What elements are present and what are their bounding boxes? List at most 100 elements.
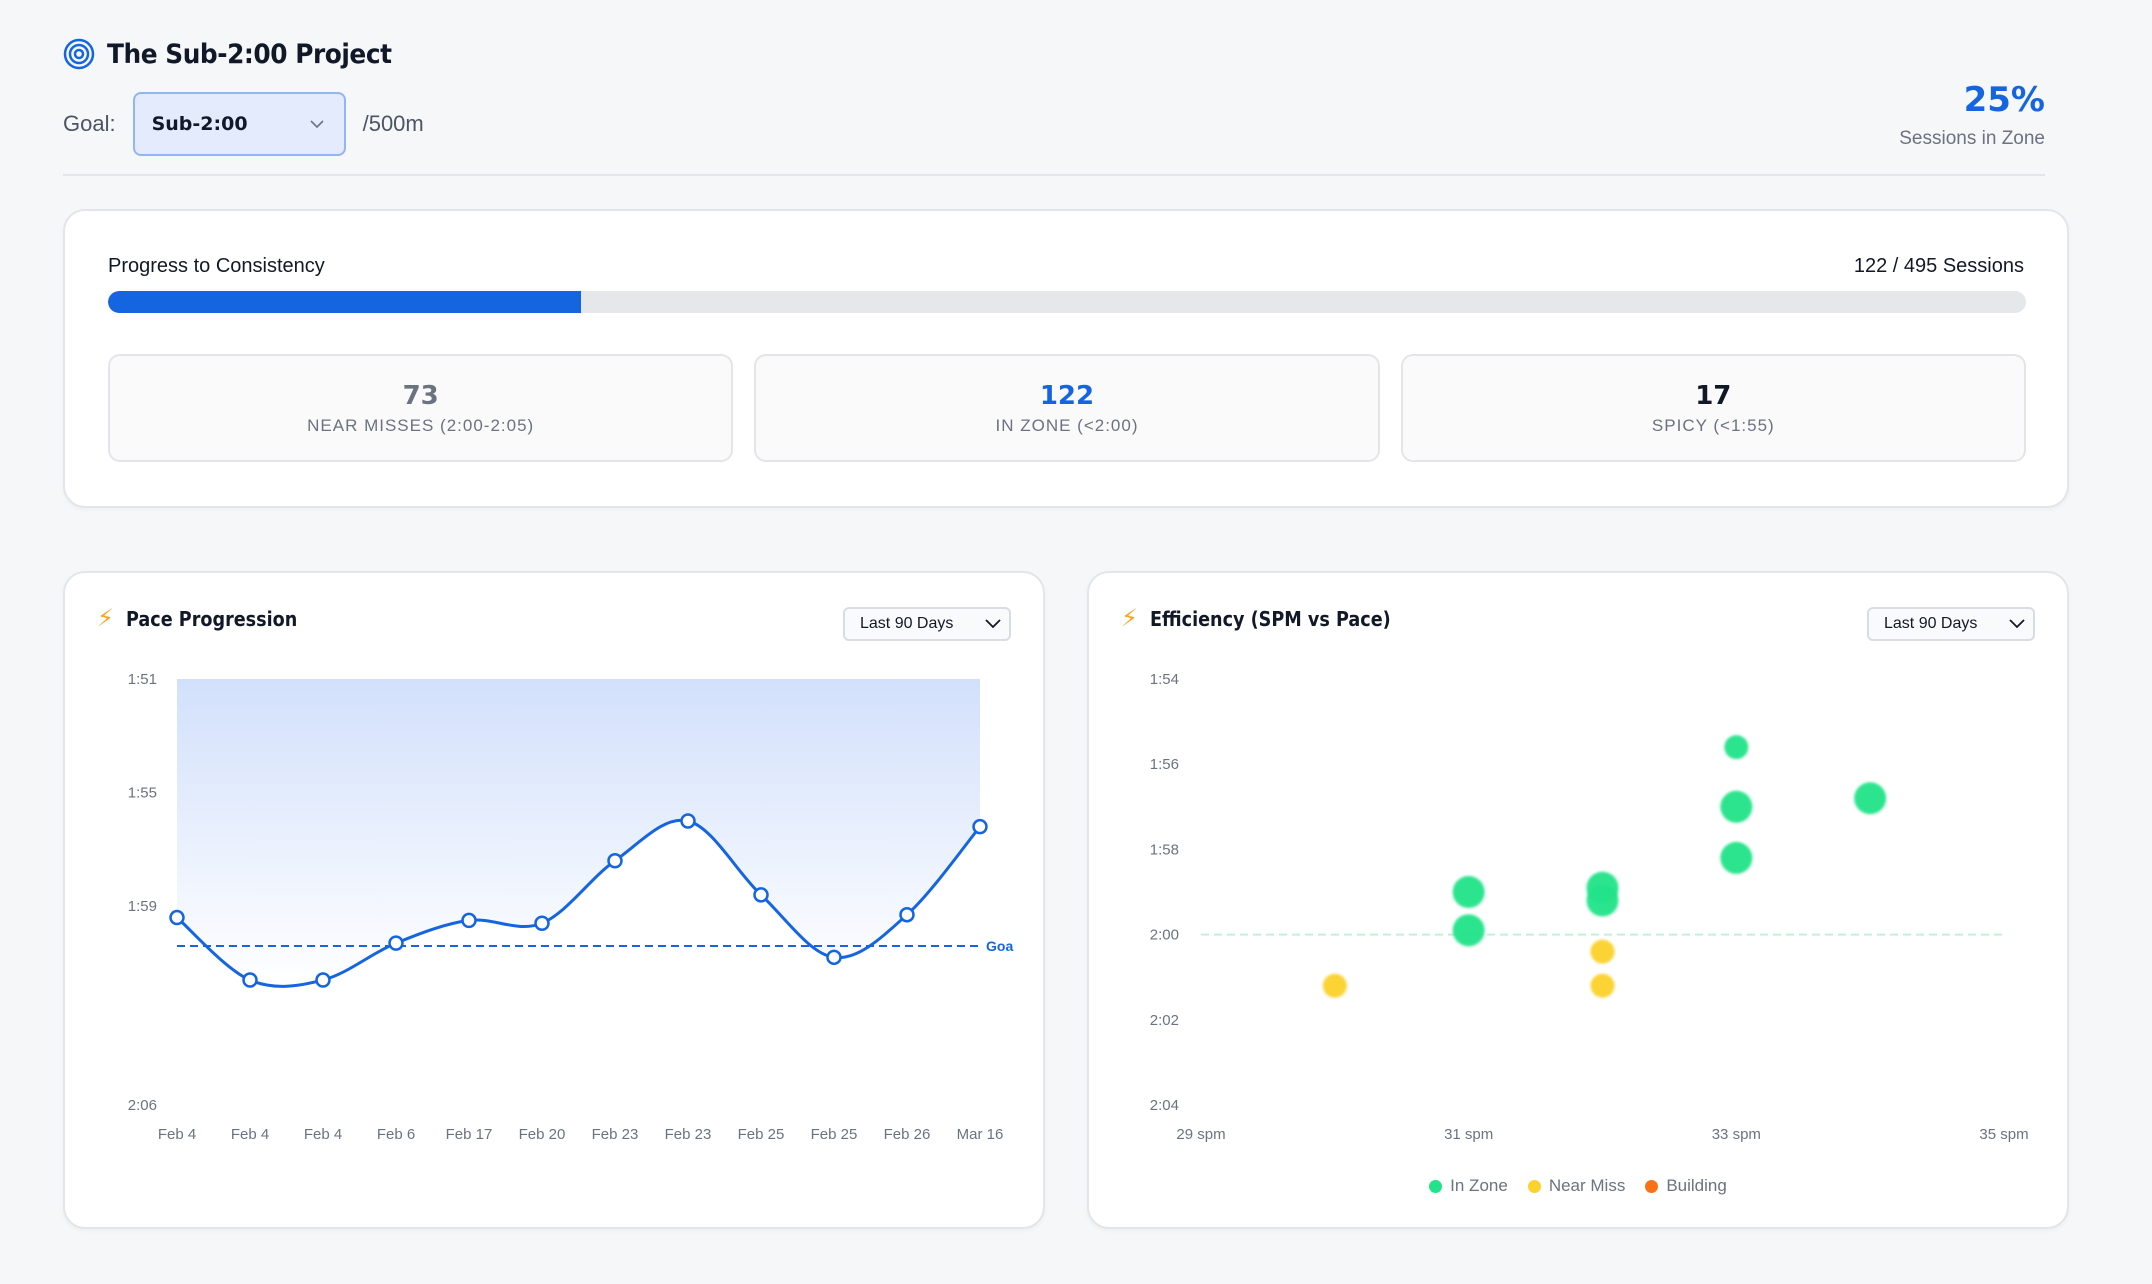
stats-row: 73 NEAR MISSES (2:00-2:05) 122 IN ZONE (…: [108, 354, 2026, 462]
goal-unit: /500m: [362, 111, 424, 136]
progress-title: Progress to Consistency: [108, 255, 325, 277]
scatter-point: [1590, 973, 1615, 998]
pace-point: [680, 813, 696, 829]
legend-label: In Zone: [1450, 1176, 1508, 1195]
pace-chart-header: ⚡ Pace Progression: [97, 605, 321, 632]
stat-label: NEAR MISSES (2:00-2:05): [307, 416, 535, 435]
scatter-point: [1452, 876, 1485, 908]
pace-point: [388, 935, 404, 951]
stat-near-misses: 73 NEAR MISSES (2:00-2:05): [108, 354, 734, 462]
efficiency-chart-header: ⚡ Efficiency (SPM vs Pace): [1121, 605, 1423, 632]
goal-select[interactable]: Sub-2:00: [132, 92, 346, 156]
x-tick-label: 33 spm: [1712, 1126, 1761, 1143]
stat-label: IN ZONE (<2:00): [995, 416, 1139, 435]
chevron-down-icon: [310, 119, 324, 128]
efficiency-range-select[interactable]: Last 90 Days: [1867, 607, 2035, 641]
x-tick-label: Feb 4: [304, 1126, 342, 1143]
y-tick-label: 2:02: [1150, 1012, 1179, 1029]
x-tick-label: Feb 17: [446, 1126, 493, 1143]
target-icon: [63, 38, 95, 70]
scatter-point: [1720, 841, 1753, 874]
pace-chart-title: Pace Progression: [125, 607, 298, 631]
page-header: The Sub-2:00 Project Goal: Sub-2:00 /500…: [63, 38, 2045, 176]
scatter-point: [1724, 735, 1749, 760]
x-tick-label: Mar 16: [957, 1126, 1004, 1143]
legend-item-in-zone: In Zone: [1429, 1176, 1508, 1196]
stat-label: SPICY (<1:55): [1651, 416, 1775, 435]
stat-value: 17: [1695, 381, 1732, 411]
efficiency-chart: 1:54 1:56 1:58 2:00 2:02 2:04 29 spm 31 spm 33 s…: [1150, 671, 2029, 1143]
scatter-point: [1322, 973, 1347, 998]
progress-count: 122 / 495 Sessions: [1853, 255, 2024, 277]
stat-in-zone: 122 IN ZONE (<2:00): [754, 354, 1380, 462]
title-row: The Sub-2:00 Project: [63, 38, 416, 70]
pace-point: [899, 906, 915, 923]
scatter-point: [1854, 782, 1887, 815]
x-tick-label: Feb 25: [738, 1126, 785, 1143]
pace-range-value: Last 90 Days: [860, 615, 954, 632]
efficiency-chart-title: Efficiency (SPM vs Pace): [1149, 607, 1391, 631]
page-title: The Sub-2:00 Project: [107, 38, 392, 70]
goal-row: Goal: Sub-2:00 /500m: [63, 92, 424, 156]
pace-point: [315, 972, 331, 988]
scatter-point: [1586, 884, 1619, 917]
lightning-icon: ⚡: [1121, 605, 1138, 632]
goal-line-label: Goa: [986, 938, 1013, 954]
pace-point: [826, 949, 842, 966]
y-tick-label: 1:59: [128, 898, 157, 915]
x-tick-label: Feb 26: [884, 1126, 931, 1143]
legend-label: Near Miss: [1548, 1176, 1626, 1195]
x-tick-label: Feb 23: [665, 1126, 712, 1143]
efficiency-range-value: Last 90 Days: [1884, 615, 1978, 632]
x-tick-label: Feb 25: [811, 1126, 858, 1143]
scatter-point: [1590, 939, 1615, 964]
x-tick-label: Feb 4: [231, 1126, 269, 1143]
y-tick-label: 2:06: [128, 1097, 157, 1114]
legend-dot: [1527, 1179, 1541, 1193]
scatter-point: [1720, 790, 1753, 823]
legend-item-building: Building: [1645, 1176, 1727, 1196]
efficiency-legend: In Zone Near Miss Building: [1089, 1176, 2067, 1196]
pace-area: [177, 679, 980, 987]
chevron-down-icon: [985, 619, 1001, 629]
progress-card: Progress to Consistency 122 / 495 Sessio…: [63, 209, 2069, 508]
x-tick-label: Feb 23: [592, 1126, 639, 1143]
legend-label: Building: [1666, 1176, 1727, 1195]
progress-bar: [108, 291, 2026, 313]
x-tick-label: 35 spm: [1979, 1126, 2028, 1143]
stat-spicy: 17 SPICY (<1:55): [1400, 354, 2026, 462]
x-tick-label: Feb 4: [158, 1126, 196, 1143]
pace-point: [534, 915, 550, 931]
legend-dot: [1429, 1179, 1443, 1193]
pace-range-select[interactable]: Last 90 Days: [843, 607, 1011, 641]
y-tick-label: 1:51: [128, 671, 157, 688]
pace-point: [169, 909, 185, 926]
y-tick-label: 1:56: [1150, 756, 1179, 773]
x-tick-label: 29 spm: [1176, 1126, 1225, 1143]
legend-dot: [1645, 1179, 1659, 1193]
pace-point: [972, 818, 988, 835]
pace-point: [461, 912, 477, 929]
pace-point: [753, 887, 769, 903]
legend-item-near-miss: Near Miss: [1527, 1176, 1626, 1196]
pace-point: [607, 853, 623, 869]
scatter-point: [1452, 914, 1485, 947]
pace-chart-card: 1:51 1:55 1:59 2:06 Feb 4 Feb 4 Feb 4 Feb 6 Feb …: [63, 571, 1045, 1229]
x-tick-label: 31 spm: [1444, 1126, 1493, 1143]
zone-label: Sessions in Zone: [1899, 128, 2045, 149]
zone-percent: 25%: [1963, 80, 2045, 120]
goal-label: Goal:: [63, 111, 116, 136]
stat-value: 122: [1039, 381, 1095, 411]
chevron-down-icon: [2009, 619, 2025, 629]
efficiency-chart-card: 1:54 1:56 1:58 2:00 2:02 2:04 29 spm 31 spm 33 s…: [1087, 571, 2069, 1229]
y-tick-label: 1:54: [1150, 671, 1179, 688]
progress-bar-fill: [108, 291, 581, 313]
y-tick-label: 1:58: [1150, 841, 1179, 858]
pace-point: [242, 972, 258, 988]
y-tick-label: 1:55: [128, 785, 157, 802]
x-tick-label: Feb 20: [519, 1126, 566, 1143]
stat-value: 73: [402, 381, 439, 411]
lightning-icon: ⚡: [97, 605, 114, 632]
x-tick-label: Feb 6: [377, 1126, 415, 1143]
